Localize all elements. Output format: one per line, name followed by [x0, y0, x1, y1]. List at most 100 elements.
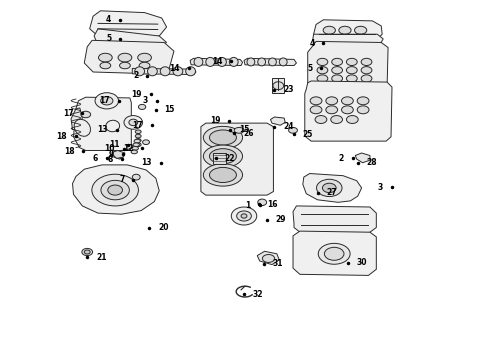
Text: 12: 12: [123, 144, 133, 153]
Text: 11: 11: [109, 140, 120, 149]
Text: 5: 5: [106, 34, 111, 43]
Ellipse shape: [106, 120, 120, 132]
Text: 15: 15: [239, 125, 249, 134]
Ellipse shape: [269, 58, 276, 66]
Text: 3: 3: [143, 96, 148, 105]
Polygon shape: [112, 152, 123, 159]
Ellipse shape: [135, 143, 141, 147]
Ellipse shape: [92, 174, 138, 206]
Bar: [272, 78, 284, 93]
Ellipse shape: [322, 183, 336, 193]
Ellipse shape: [81, 111, 91, 118]
Text: 17: 17: [132, 121, 143, 130]
Ellipse shape: [229, 57, 238, 66]
Text: 32: 32: [253, 289, 263, 299]
Ellipse shape: [108, 185, 122, 195]
Ellipse shape: [194, 57, 203, 66]
Ellipse shape: [203, 126, 243, 149]
Polygon shape: [94, 29, 167, 47]
Text: 2: 2: [339, 154, 344, 163]
Polygon shape: [303, 174, 362, 202]
Text: 21: 21: [96, 253, 106, 262]
Ellipse shape: [173, 67, 183, 76]
Ellipse shape: [258, 58, 266, 66]
Text: 27: 27: [326, 188, 337, 197]
Ellipse shape: [74, 119, 91, 136]
Text: 8: 8: [107, 154, 113, 163]
Ellipse shape: [346, 67, 357, 74]
Ellipse shape: [135, 139, 141, 142]
Ellipse shape: [339, 26, 351, 34]
Ellipse shape: [231, 207, 257, 225]
Ellipse shape: [147, 67, 157, 76]
Polygon shape: [305, 81, 392, 141]
Text: 1: 1: [245, 201, 251, 210]
Ellipse shape: [326, 97, 338, 105]
Ellipse shape: [134, 139, 140, 143]
Ellipse shape: [317, 58, 328, 66]
Ellipse shape: [124, 116, 143, 129]
Ellipse shape: [326, 106, 338, 114]
Ellipse shape: [118, 53, 132, 62]
Ellipse shape: [210, 167, 237, 183]
Ellipse shape: [138, 53, 151, 62]
Ellipse shape: [131, 150, 137, 154]
Ellipse shape: [323, 26, 336, 34]
Ellipse shape: [324, 247, 344, 260]
Polygon shape: [84, 40, 174, 74]
Text: 30: 30: [357, 258, 367, 267]
Ellipse shape: [101, 97, 113, 105]
Ellipse shape: [263, 255, 274, 262]
Text: 15: 15: [165, 105, 175, 114]
Ellipse shape: [206, 57, 215, 66]
Text: 17: 17: [63, 109, 74, 118]
Ellipse shape: [95, 93, 119, 109]
Text: 13: 13: [142, 158, 152, 167]
Text: 24: 24: [283, 122, 294, 131]
Text: 10: 10: [105, 144, 115, 153]
Text: 22: 22: [224, 154, 235, 163]
Ellipse shape: [138, 104, 146, 109]
Ellipse shape: [98, 53, 112, 62]
Ellipse shape: [237, 211, 251, 221]
Ellipse shape: [317, 75, 328, 82]
Ellipse shape: [342, 97, 353, 105]
Polygon shape: [244, 58, 296, 66]
Polygon shape: [313, 34, 383, 46]
Ellipse shape: [318, 243, 350, 264]
Ellipse shape: [210, 130, 237, 145]
Ellipse shape: [279, 58, 287, 66]
Bar: [213, 153, 225, 164]
Text: 17: 17: [99, 96, 110, 105]
Polygon shape: [90, 11, 167, 39]
Ellipse shape: [129, 119, 138, 126]
Polygon shape: [132, 68, 196, 75]
Polygon shape: [201, 123, 273, 195]
Ellipse shape: [247, 58, 255, 66]
Polygon shape: [293, 231, 376, 275]
Ellipse shape: [258, 199, 267, 206]
Text: 31: 31: [272, 259, 283, 268]
Ellipse shape: [361, 75, 372, 82]
Text: 4: 4: [309, 39, 315, 48]
Ellipse shape: [203, 164, 243, 186]
Ellipse shape: [132, 147, 139, 150]
Ellipse shape: [234, 127, 244, 133]
Ellipse shape: [210, 149, 237, 164]
Text: 4: 4: [106, 15, 111, 24]
Ellipse shape: [357, 97, 369, 105]
Ellipse shape: [346, 75, 357, 82]
Ellipse shape: [101, 180, 129, 200]
Ellipse shape: [273, 82, 284, 90]
Ellipse shape: [120, 62, 130, 69]
Polygon shape: [73, 165, 159, 214]
Text: 18: 18: [64, 147, 74, 156]
Text: 14: 14: [212, 57, 222, 66]
Ellipse shape: [357, 106, 369, 114]
Ellipse shape: [342, 106, 353, 114]
Polygon shape: [355, 153, 370, 163]
Text: 20: 20: [158, 223, 169, 232]
Text: 13: 13: [98, 125, 108, 134]
Ellipse shape: [346, 116, 358, 123]
Text: 25: 25: [303, 130, 313, 139]
